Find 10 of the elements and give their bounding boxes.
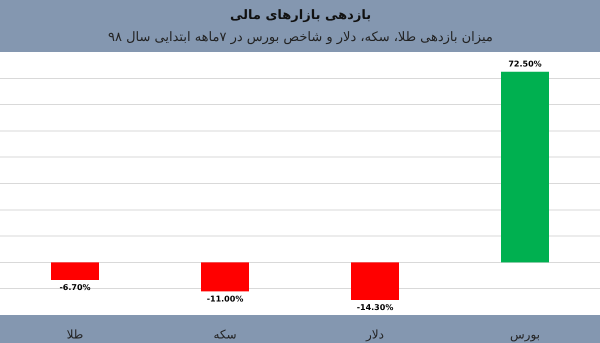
data-label: 72.50%: [508, 60, 542, 69]
data-label: -6.70%: [59, 283, 91, 292]
data-label: -11.00%: [206, 294, 244, 304]
chart-subtitle: میزان بازدهی طلا، سکه، دلار و شاخص بورس در ۷ماهه ابتدایی سال ۹۸: [108, 30, 493, 45]
x-tick-label: طلا: [66, 327, 84, 342]
x-tick-label: دلار: [365, 327, 384, 342]
x-tick-label: سکه: [213, 327, 237, 342]
chart-title: بازدهی بازارهای مالی: [230, 8, 372, 23]
data-label: -14.30%: [356, 303, 394, 312]
x-tick-label: بورس: [510, 327, 540, 342]
